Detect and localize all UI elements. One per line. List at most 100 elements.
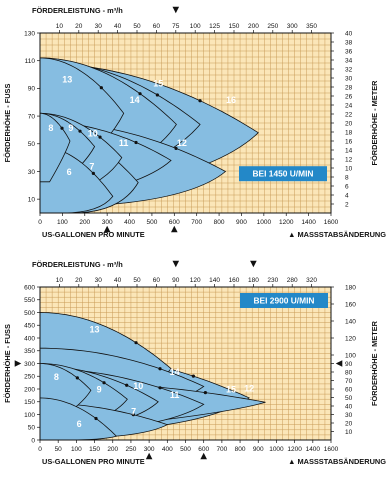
y2-tick-label: 140 [345, 318, 356, 325]
x-tick-label: 250 [126, 446, 137, 453]
y2-tick-label: 14 [345, 147, 353, 154]
x2-tick-label: 75 [172, 23, 180, 30]
x-tick-label: 1200 [279, 219, 294, 226]
x-tick-label: 900 [236, 219, 247, 226]
y-tick-label: 200 [24, 386, 35, 393]
y2-axis-title: FÖRDERHÖHE - METER [370, 80, 379, 166]
x-tick-label: 500 [180, 446, 191, 453]
scale-change-marker [145, 452, 153, 460]
y2-tick-label: 10 [345, 165, 353, 172]
pump-label-12: 12 [244, 383, 254, 393]
y2-tick-label: 8 [345, 174, 349, 181]
pump-label-15: 15 [226, 385, 236, 395]
pump-label-13: 13 [62, 74, 72, 84]
y-tick-label: 300 [24, 361, 35, 368]
pump-label-13: 13 [90, 325, 100, 335]
x-tick-label: 300 [144, 446, 155, 453]
y2-tick-label: 20 [345, 420, 353, 427]
y2-tick-label: 80 [345, 369, 353, 376]
x-tick-label: 1000 [269, 446, 284, 453]
x-tick-label: 400 [124, 219, 135, 226]
efficiency-point [138, 92, 142, 96]
pump-label-7: 7 [89, 162, 94, 172]
y-tick-label: 350 [24, 348, 35, 355]
efficiency-point [191, 374, 195, 378]
chart-panel: 16 15 14 12 13 11 7 10 9 6 8 BEI 1450 U/MIN 0 100 200 3… [3, 6, 386, 239]
x-tick-label: 1600 [324, 219, 339, 226]
x2-tick-label: 350 [306, 23, 317, 30]
y2-tick-label: 38 [345, 39, 353, 46]
efficiency-point [158, 367, 162, 371]
x2-tick-label: 40 [114, 277, 122, 284]
scale-change-marker [171, 225, 178, 233]
x-tick-label: 700 [216, 446, 227, 453]
y-tick-label: 130 [24, 30, 35, 37]
pump-label-12: 12 [177, 138, 187, 148]
scale-change-note: ▲ MASSSTABSÄNDERUNG [288, 457, 386, 466]
y-tick-label: 500 [24, 310, 35, 317]
efficiency-point [98, 135, 102, 139]
x-tick-label: 1200 [287, 446, 302, 453]
x2-tick-label: 150 [229, 23, 240, 30]
pump-label-11: 11 [119, 138, 129, 148]
x2-tick-label: 60 [153, 277, 161, 284]
y2-tick-label: 36 [345, 48, 353, 55]
y2-tick-label: 20 [345, 120, 353, 127]
pump-label-11: 11 [170, 390, 180, 400]
x2-tick-label: 120 [190, 277, 201, 284]
x-axis-title: US-GALLONEN PRO MINUTE [42, 230, 145, 239]
efficiency-point [60, 126, 64, 130]
pump-label-9: 9 [68, 123, 73, 133]
y2-tick-label: 30 [345, 75, 353, 82]
scale-change-marker [172, 260, 180, 268]
efficiency-point [99, 86, 103, 90]
x-tick-label: 400 [162, 446, 173, 453]
x-tick-label: 200 [79, 219, 90, 226]
efficiency-point [91, 171, 95, 175]
y2-tick-label: 2 [345, 201, 349, 208]
y2-tick-label: 100 [345, 352, 356, 359]
x2-tick-label: 10 [56, 23, 64, 30]
x-tick-label: 1400 [301, 219, 316, 226]
x2-tick-label: 40 [114, 23, 122, 30]
scale-change-note: ▲ MASSSTABSÄNDERUNG [288, 230, 386, 239]
y2-tick-label: 34 [345, 57, 353, 64]
y-tick-label: 400 [24, 335, 35, 342]
x2-tick-label: 140 [209, 277, 220, 284]
efficiency-point [125, 383, 129, 387]
y2-tick-label: 18 [345, 129, 353, 136]
y2-tick-label: 180 [345, 284, 356, 291]
y-tick-label: 100 [24, 412, 35, 419]
x2-tick-label: 300 [287, 23, 298, 30]
scale-change-marker [14, 360, 22, 367]
x-tick-label: 1000 [257, 219, 272, 226]
x-tick-label: 200 [107, 446, 118, 453]
x-tick-label: 600 [198, 446, 209, 453]
y-axis-title: FÖRDERHÖHE - FUSS [3, 84, 12, 163]
y-tick-label: 600 [24, 284, 35, 291]
pump-label-6: 6 [67, 167, 72, 177]
y-tick-label: 550 [24, 297, 35, 304]
pump-label-9: 9 [97, 385, 102, 395]
y-tick-label: 50 [28, 425, 36, 432]
y-tick-label: 150 [24, 399, 35, 406]
x2-tick-label: 90 [172, 277, 180, 284]
x-tick-label: 600 [169, 219, 180, 226]
x2-tick-label: 320 [306, 277, 317, 284]
x-tick-label: 500 [146, 219, 157, 226]
y2-axis-title: FÖRDERHÖHE - METER [370, 320, 379, 406]
y2-tick-label: 90 [345, 361, 353, 368]
pump-label-7: 7 [131, 406, 136, 416]
y-tick-label: 10 [28, 196, 36, 203]
y2-tick-label: 120 [345, 335, 356, 342]
pump-region-6 [39, 397, 118, 441]
x-tick-label: 50 [55, 446, 63, 453]
y-tick-label: 50 [28, 141, 36, 148]
scale-change-marker [172, 6, 180, 14]
y-tick-label: 0 [31, 437, 35, 444]
x-axis-title: US-GALLONEN PRO MINUTE [42, 457, 145, 466]
x2-tick-label: 160 [229, 277, 240, 284]
x-tick-label: 100 [57, 219, 68, 226]
